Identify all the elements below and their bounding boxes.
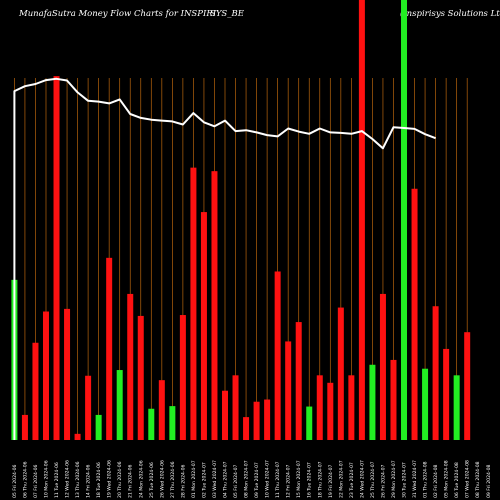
x-tick-label: 08 Mon 2024-07 (244, 460, 250, 498)
bar (432, 306, 439, 440)
bar (158, 380, 165, 440)
x-tick-label: 26 Wed 2024-06 (159, 460, 165, 498)
x-tick-label: 13 Thu 2024-06 (75, 461, 81, 498)
x-tick-label: 01 Mon 2024-07 (191, 460, 197, 498)
bar (148, 408, 155, 440)
bar (85, 375, 92, 440)
x-tick-label: 31 Wed 2024-07 (412, 460, 418, 498)
x-tick-label: 06 Tue 2024-08 (454, 462, 460, 498)
bar (169, 406, 176, 440)
bar (74, 433, 81, 440)
x-tick-label: 11 Thu 2024-07 (275, 461, 281, 498)
x-tick-label: 25 Thu 2024-07 (370, 461, 376, 498)
chart-title-part-2: SYS_BE (210, 9, 244, 19)
chart-title-part-1: MunafaSutra Money Flow Charts for INSPIR… (19, 9, 217, 19)
x-tick-labels: 05 Fri 2024-06 06 Thu 2024-06 07 Fri 2024-… (12, 460, 492, 498)
x-tick-label: 28 Fri 2024-06 (180, 464, 186, 498)
bar (106, 257, 113, 440)
bar (137, 315, 144, 440)
x-tick-label: 18 Thu 2024-07 (317, 461, 323, 498)
x-tick-label: 15 Mon 2024-07 (296, 460, 302, 498)
bar (327, 382, 334, 440)
bar (232, 375, 239, 440)
chart-title-part-3: (Inspirisys Solutions Ltd) M (400, 9, 500, 19)
bar (95, 414, 102, 440)
price-line-layer (13, 77, 436, 440)
bar (443, 348, 450, 440)
price-line (13, 77, 436, 440)
bar (42, 311, 49, 440)
bar (190, 167, 197, 440)
x-tick-label: 18 Tue 2024-06 (96, 462, 102, 498)
x-tick-label: 26 Fri 2024-07 (380, 464, 386, 498)
bars (11, 0, 471, 441)
bar (369, 364, 376, 440)
x-tick-label: 23 Tue 2024-07 (349, 462, 355, 498)
gridlines (14, 78, 468, 440)
x-tick-label: 02 Fri 2024-08 (433, 464, 439, 498)
bar (464, 332, 471, 440)
bar (264, 399, 271, 440)
x-tick-label: 16 Tue 2024-07 (307, 462, 313, 498)
x-tick-label: 07 Fri 2024-06 (33, 464, 39, 498)
x-tick-label: 06 Thu 2024-06 (22, 461, 28, 498)
bar (411, 188, 418, 440)
bar (306, 406, 313, 440)
x-tick-label: 08 Thu 2024-08 (475, 461, 481, 498)
bar (200, 212, 207, 440)
x-tick-label: 29 Mon 2024-07 (391, 460, 397, 498)
bar (64, 308, 71, 440)
x-tick-label: 21 Fri 2024-06 (128, 464, 134, 498)
bar (222, 390, 228, 440)
x-tick-label: 25 Tue 2024-06 (149, 462, 155, 498)
x-tick-label: 11 Tue 2024-06 (54, 462, 60, 498)
x-tick-label: 05 Mon 2024-08 (444, 460, 450, 498)
x-tick-label: 24 Wed 2024-07 (359, 460, 365, 498)
x-tick-label: 09 Fri 2024-08 (486, 464, 492, 498)
x-tick-label: 05 Fri 2024-07 (233, 464, 239, 498)
bar (253, 401, 260, 440)
bar (358, 0, 365, 440)
x-tick-label: 12 Wed 2024-06 (65, 460, 71, 498)
x-tick-label: 14 Fri 2024-06 (86, 464, 92, 498)
x-tick-label: 19 Fri 2024-07 (328, 464, 334, 498)
chart-title: MunafaSutra Money Flow Charts for INSPIR… (0, 0, 500, 24)
x-tick-label: 10 Mon 2024-06 (43, 460, 49, 498)
x-tick-label: 09 Tue 2024-07 (254, 462, 260, 498)
x-tick-label: 02 Tue 2024-07 (201, 462, 207, 498)
x-tick-label: 12 Fri 2024-07 (286, 464, 292, 498)
bar (401, 0, 408, 440)
bar (285, 341, 292, 440)
bar (337, 307, 344, 440)
bar (21, 414, 28, 440)
bar (211, 171, 218, 440)
bar (390, 359, 397, 440)
bar (316, 375, 323, 440)
x-tick-label: 03 Wed 2024-07 (212, 460, 218, 498)
x-tick-label: 04 Thu 2024-07 (223, 461, 229, 498)
bar (348, 375, 355, 440)
x-tick-label: 19 Wed 2024-06 (107, 460, 113, 498)
x-tick-label: 24 Mon 2024-06 (138, 460, 144, 498)
bar (32, 342, 39, 440)
x-tick-label: 22 Mon 2024-07 (338, 460, 344, 498)
bar (179, 315, 186, 440)
bar (453, 375, 460, 440)
bar (127, 293, 134, 440)
bar (422, 368, 429, 440)
x-tick-label: 07 Wed 2024-08 (465, 460, 471, 498)
bar (116, 370, 123, 440)
bar (274, 271, 281, 440)
x-tick-label: 30 Tue 2024-07 (402, 462, 408, 498)
x-tick-label: 27 Thu 2024-06 (170, 461, 176, 498)
bar (243, 417, 250, 440)
bar (295, 322, 302, 440)
x-tick-label: 20 Thu 2024-06 (117, 461, 123, 498)
x-tick-label: 10 Wed 2024-07 (265, 460, 271, 498)
bar (53, 76, 60, 441)
bar (379, 293, 386, 440)
x-tick-label: 01 Thu 2024-08 (423, 461, 429, 498)
x-tick-label: 05 Fri 2024-06 (12, 464, 18, 498)
